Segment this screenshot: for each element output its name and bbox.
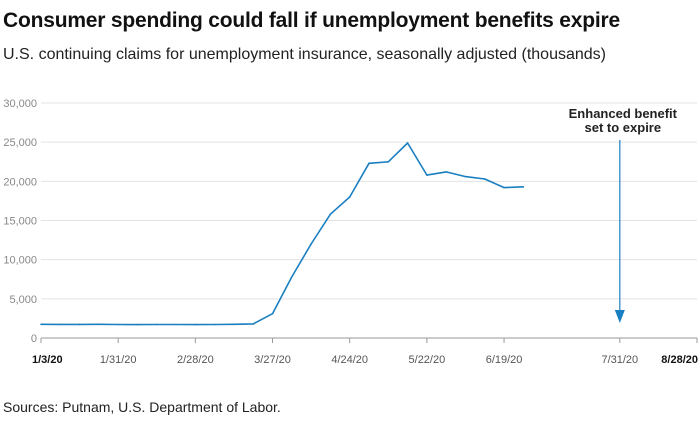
data-point	[522, 186, 525, 188]
y-tick-label: 30,000	[3, 98, 37, 110]
x-tick-labels: 1/3/20 1/31/20 2/28/20 3/27/20 4/24/20 5/22/2…	[32, 354, 698, 366]
x-tick-label: 8/28/20	[661, 354, 698, 366]
y-tick-labels: 0 5,000 10,000 15,000 20,000 25,000 30,000	[3, 98, 37, 345]
chart-subtitle: U.S. continuing claims for unemployment …	[3, 46, 606, 63]
x-tick-label: 3/27/20	[254, 354, 291, 366]
data-point	[406, 142, 409, 144]
x-tick-label: 2/28/20	[177, 354, 214, 366]
data-point	[175, 323, 177, 326]
data-point	[59, 323, 62, 326]
annotation-text: Enhanced benefit	[569, 106, 678, 121]
data-point	[194, 323, 197, 326]
data-point	[503, 186, 505, 189]
series-line	[40, 142, 524, 326]
annotation-text: set to expire	[585, 120, 662, 135]
data-point	[329, 213, 332, 216]
x-tick-label: 5/22/20	[409, 354, 446, 366]
data-point	[233, 323, 235, 326]
source-note: Sources: Putnam, U.S. Department of Labo…	[3, 399, 281, 415]
series	[40, 142, 525, 326]
data-point	[348, 196, 351, 198]
data-point	[117, 323, 119, 326]
grid-lines	[41, 102, 697, 300]
data-point	[271, 312, 274, 315]
y-tick-label: 15,000	[3, 216, 37, 228]
x-tick-label: 7/31/20	[601, 354, 638, 366]
data-point	[483, 178, 486, 180]
data-point	[213, 323, 216, 326]
y-tick-label: 0	[31, 333, 37, 345]
data-point	[445, 171, 447, 173]
arrow-down-icon	[614, 310, 625, 323]
data-point	[136, 323, 139, 326]
x-tick-label: 4/24/20	[331, 354, 368, 366]
data-point	[426, 174, 428, 176]
data-point	[291, 276, 293, 278]
data-point	[78, 323, 81, 326]
data-point	[252, 323, 255, 325]
x-tick-label: 1/31/20	[100, 354, 137, 366]
y-tick-label: 25,000	[3, 137, 37, 149]
data-point	[464, 175, 467, 178]
y-tick-label: 5,000	[9, 294, 37, 306]
axes	[40, 337, 698, 343]
y-tick-label: 10,000	[3, 255, 37, 267]
data-point	[40, 323, 42, 326]
data-point	[155, 323, 158, 326]
x-tick-label: 6/19/20	[486, 354, 523, 366]
data-point	[98, 323, 100, 326]
chart-title: Consumer spending could fall if unemploy…	[3, 9, 620, 32]
x-tick-label: 1/3/20	[32, 354, 63, 366]
data-point	[368, 162, 370, 165]
data-point	[387, 160, 390, 163]
y-tick-label: 20,000	[3, 176, 37, 188]
data-point	[310, 243, 312, 245]
